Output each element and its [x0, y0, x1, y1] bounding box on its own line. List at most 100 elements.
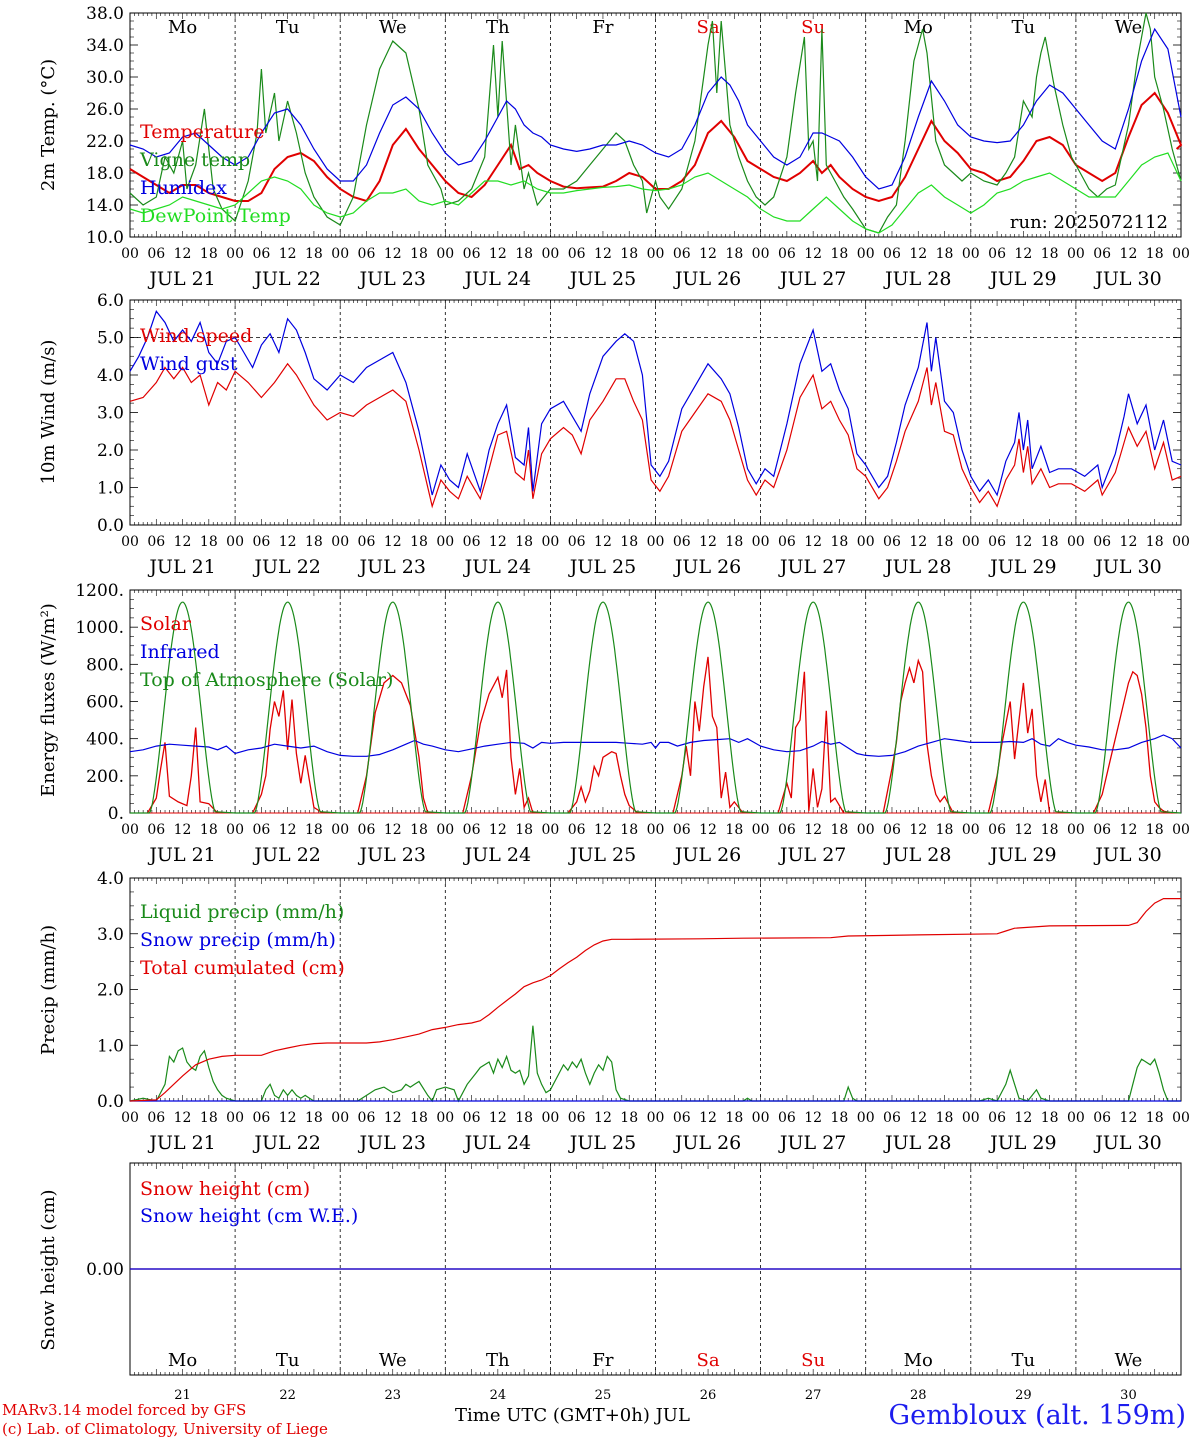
hour-tick-label: 12	[909, 534, 927, 550]
date-label: JUL 26	[673, 844, 741, 866]
y-axis-title: 10m Wind (m/s)	[38, 340, 59, 485]
hour-tick-label: 06	[1093, 534, 1111, 550]
hour-tick-label: 18	[725, 246, 743, 262]
hour-tick-label: 00	[962, 534, 980, 550]
hour-tick-label: 00	[962, 246, 980, 262]
hour-tick-label: 00	[541, 534, 559, 550]
hour-tick-label: 18	[936, 534, 954, 550]
date-label: JUL 25	[568, 844, 636, 866]
hour-tick-label: 06	[147, 534, 165, 550]
legend-entry: Solar	[140, 613, 192, 635]
weekday-label: We	[1115, 1350, 1143, 1371]
date-label: JUL 23	[358, 844, 426, 866]
y-tick-label: 0.0	[97, 1092, 124, 1112]
meteogram: 10.0 14.0 18.0 22.0 26.0 30.0 34.0 38.0 2m Temp.…	[38, 4, 1190, 1400]
hour-tick-label: 00	[226, 1110, 244, 1126]
y-tick-label: 1.0	[97, 479, 124, 499]
series-solar	[672, 656, 744, 814]
hour-tick-label: 06	[1093, 246, 1111, 262]
weekday-label: Tu	[276, 1350, 300, 1371]
hour-tick-label: 06	[568, 1110, 586, 1126]
hour-tick-label: 06	[463, 534, 481, 550]
y-axis-title: 2m Temp. (°C)	[38, 59, 59, 191]
day-number-label: 28	[910, 1388, 927, 1400]
hour-tick-label: 06	[778, 822, 796, 838]
date-label: JUL 28	[883, 556, 951, 578]
weekday-label: Sa	[697, 1350, 720, 1371]
series-solar	[1092, 670, 1173, 814]
hour-tick-label: 00	[647, 1110, 665, 1126]
y-tick-label: 3.0	[97, 925, 124, 945]
date-label: JUL 27	[778, 268, 846, 290]
hour-tick-label: 00	[331, 822, 349, 838]
y-tick-label: 0.	[108, 804, 124, 824]
series-solar	[462, 669, 534, 814]
y-tick-label: 22.0	[86, 132, 124, 152]
y-tick-label: 400.	[86, 730, 124, 750]
date-label: JUL 30	[1093, 844, 1161, 866]
hour-tick-label: 12	[1120, 534, 1138, 550]
time-axis-title: Time UTC (GMT+0h) JUL	[455, 1405, 690, 1426]
hour-tick-label: 18	[305, 1110, 323, 1126]
y-tick-label: 14.0	[86, 196, 124, 216]
date-label: JUL 23	[358, 556, 426, 578]
credit-model-line: MARv3.14 model forced by GFS	[2, 1401, 247, 1419]
hour-tick-label: 00	[1067, 822, 1085, 838]
date-label: JUL 27	[778, 556, 846, 578]
date-label: JUL 30	[1093, 268, 1161, 290]
hour-tick-label: 12	[1014, 1110, 1032, 1126]
hour-tick-label: 06	[778, 246, 796, 262]
y-tick-label: 800.	[86, 655, 124, 675]
hour-tick-label: 00	[541, 822, 559, 838]
date-label: JUL 30	[1093, 1132, 1161, 1154]
hour-tick-label: 18	[305, 246, 323, 262]
date-label: JUL 28	[883, 1132, 951, 1154]
weekday-label: Th	[486, 17, 510, 38]
weekday-label: Fr	[592, 17, 613, 38]
series-solar	[146, 727, 219, 814]
date-label: JUL 29	[988, 268, 1056, 290]
hour-tick-label: 18	[200, 822, 218, 838]
hour-tick-label: 18	[725, 534, 743, 550]
hour-tick-label: 12	[489, 246, 507, 262]
hour-tick-label: 00	[331, 1110, 349, 1126]
hour-tick-label: 18	[515, 246, 533, 262]
hour-tick-label: 18	[305, 534, 323, 550]
date-label: JUL 22	[252, 268, 320, 290]
legend-entry: Snow height (cm W.E.)	[140, 1205, 358, 1227]
hour-tick-label: 06	[673, 1110, 691, 1126]
hour-tick-label: 12	[909, 246, 927, 262]
hour-tick-label: 18	[1146, 534, 1164, 550]
date-label: JUL 27	[778, 844, 846, 866]
date-label: JUL 22	[252, 556, 320, 578]
date-label: JUL 24	[463, 556, 531, 578]
series-total-cumulated-cm	[129, 897, 1181, 1102]
hour-tick-label: 18	[1146, 822, 1164, 838]
hour-tick-label: 12	[279, 1110, 297, 1126]
day-number-label: 27	[805, 1388, 822, 1400]
y-tick-label: 10.0	[86, 228, 124, 248]
date-label: JUL 24	[463, 1132, 531, 1154]
hour-tick-label: 06	[1093, 1110, 1111, 1126]
series-solar	[987, 682, 1051, 814]
hour-tick-label: 00	[752, 534, 770, 550]
date-label: JUL 21	[147, 844, 215, 866]
hour-tick-label: 12	[279, 534, 297, 550]
hour-tick-label: 18	[200, 534, 218, 550]
date-label: JUL 29	[988, 1132, 1056, 1154]
y-tick-label: 6.0	[97, 291, 124, 311]
hour-tick-label: 18	[1041, 1110, 1059, 1126]
y-tick-label: 1200.	[75, 581, 124, 601]
hour-tick-label: 00	[226, 246, 244, 262]
date-label: JUL 30	[1093, 556, 1161, 578]
hour-tick-label: 00	[541, 246, 559, 262]
y-tick-label: 200.	[86, 767, 124, 787]
date-label: JUL 29	[988, 844, 1056, 866]
hour-tick-label: 12	[174, 246, 192, 262]
day-number-label: 26	[700, 1388, 717, 1400]
hour-tick-label: 18	[200, 1110, 218, 1126]
station-name: Gembloux (alt. 159m)	[888, 1400, 1186, 1431]
hour-tick-label: 12	[699, 1110, 717, 1126]
hour-tick-label: 00	[857, 1110, 875, 1126]
y-tick-label: 0.0	[97, 516, 124, 536]
